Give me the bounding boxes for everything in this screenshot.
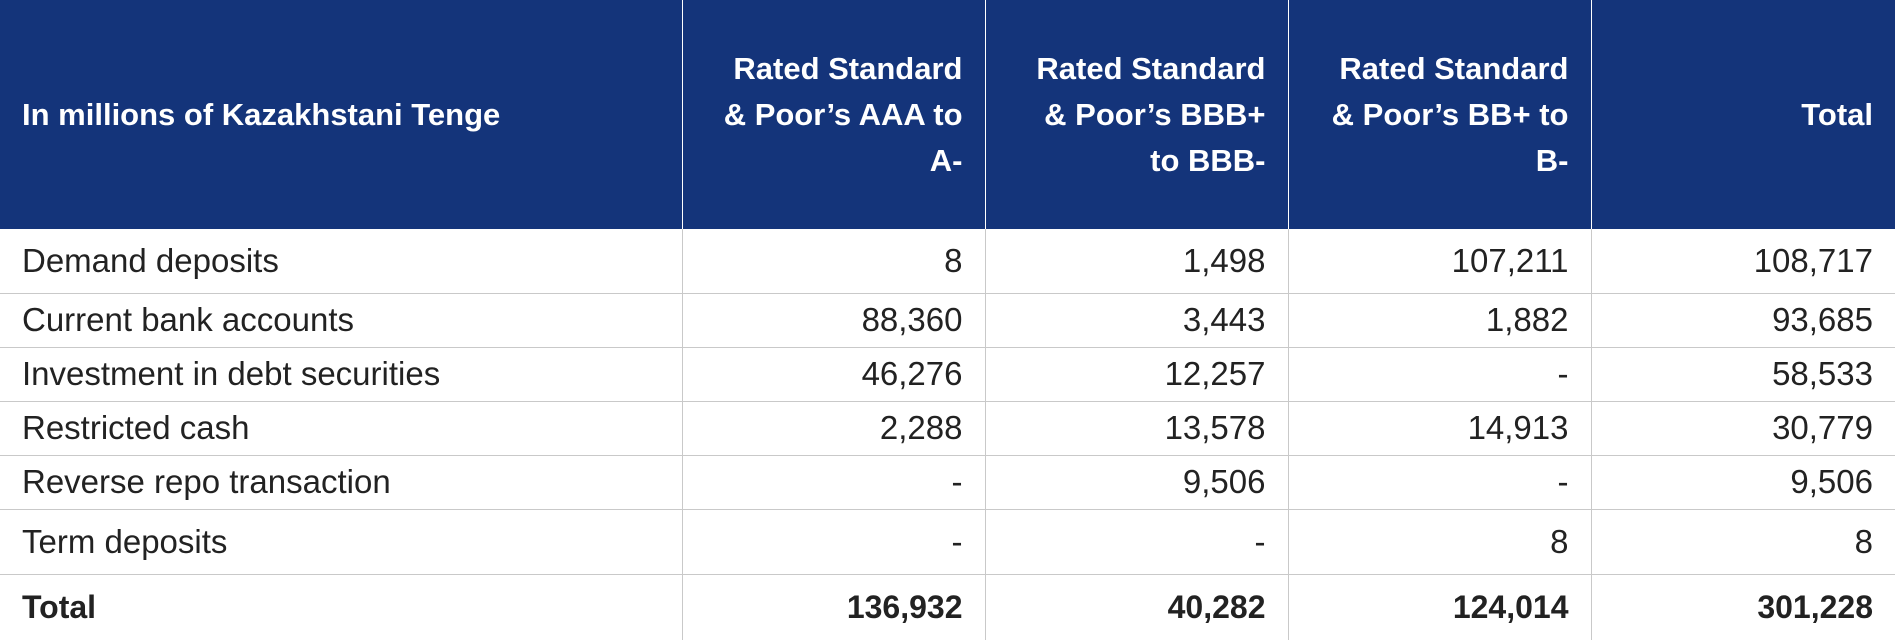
- total-row: Total 136,932 40,282 124,014 301,228: [0, 574, 1895, 640]
- row-label: Current bank accounts: [0, 293, 682, 348]
- cell-value: 12,257: [984, 347, 1288, 402]
- header-row: In millions of Kazakhstani Tenge Rated S…: [0, 0, 1895, 229]
- header-unit-label: In millions of Kazakhstani Tenge: [0, 0, 682, 229]
- row-label: Restricted cash: [0, 401, 682, 456]
- row-label: Demand deposits: [0, 229, 682, 294]
- cell-value: 8: [1590, 509, 1895, 575]
- cell-value: 1,498: [984, 229, 1288, 294]
- total-value: 301,228: [1590, 574, 1895, 640]
- cell-value: 13,578: [984, 401, 1288, 456]
- cell-value: -: [984, 509, 1288, 575]
- cell-value: 58,533: [1590, 347, 1895, 402]
- row-label: Term deposits: [0, 509, 682, 575]
- cell-value: 46,276: [681, 347, 985, 402]
- cell-value: -: [681, 509, 985, 575]
- cell-value: 93,685: [1590, 293, 1895, 348]
- cell-value: 3,443: [984, 293, 1288, 348]
- header-rating-bb-to-b: Rated Standard & Poor’s BB+ to B-: [1287, 0, 1591, 229]
- cell-value: -: [1287, 347, 1591, 402]
- header-total: Total: [1590, 0, 1895, 229]
- cell-value: 2,288: [681, 401, 985, 456]
- header-rating-bbb: Rated Standard & Poor’s BBB+ to BBB-: [984, 0, 1288, 229]
- total-value: 40,282: [984, 574, 1288, 640]
- cell-value: -: [681, 455, 985, 510]
- total-value: 124,014: [1287, 574, 1591, 640]
- table-row: Term deposits - - 8 8: [0, 509, 1895, 575]
- cell-value: -: [1287, 455, 1591, 510]
- cell-value: 30,779: [1590, 401, 1895, 456]
- cell-value: 107,211: [1287, 229, 1591, 294]
- table-row: Current bank accounts 88,360 3,443 1,882…: [0, 293, 1895, 348]
- header-rating-aaa-to-a: Rated Standard & Poor’s AAA to A-: [681, 0, 985, 229]
- cell-value: 1,882: [1287, 293, 1591, 348]
- row-label: Reverse repo transaction: [0, 455, 682, 510]
- row-label: Investment in debt securities: [0, 347, 682, 402]
- cell-value: 9,506: [984, 455, 1288, 510]
- cell-value: 108,717: [1590, 229, 1895, 294]
- cell-value: 9,506: [1590, 455, 1895, 510]
- cell-value: 88,360: [681, 293, 985, 348]
- table-row: Demand deposits 8 1,498 107,211 108,717: [0, 229, 1895, 294]
- cell-value: 14,913: [1287, 401, 1591, 456]
- table-row: Restricted cash 2,288 13,578 14,913 30,7…: [0, 401, 1895, 456]
- table-header: In millions of Kazakhstani Tenge Rated S…: [0, 0, 1895, 229]
- table-row: Investment in debt securities 46,276 12,…: [0, 347, 1895, 402]
- total-label: Total: [22, 588, 97, 625]
- table-row: Reverse repo transaction - 9,506 - 9,506: [0, 455, 1895, 510]
- table-body: Demand deposits 8 1,498 107,211 108,717 …: [0, 229, 1895, 640]
- total-value: 136,932: [681, 574, 985, 640]
- cell-value: 8: [681, 229, 985, 294]
- cell-value: 8: [1287, 509, 1591, 575]
